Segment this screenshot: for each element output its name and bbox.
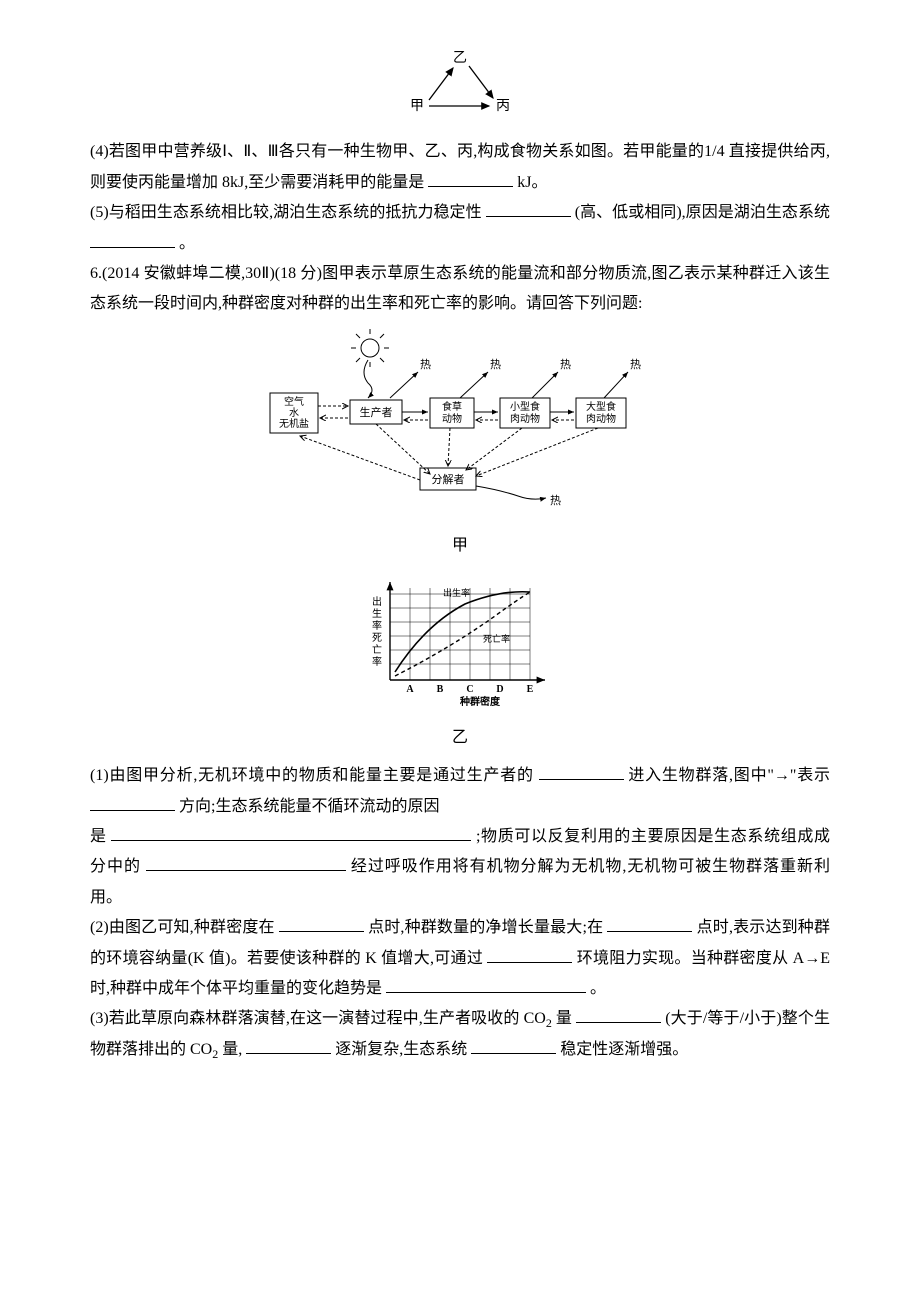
q5-blank-1[interactable]: [486, 199, 571, 217]
q63-a: (3)若此草原向森林群落演替,在这一演替过程中,生产者吸收的 CO: [90, 1010, 546, 1027]
box-herb-l2: 动物: [442, 412, 462, 425]
death-label: 死亡率: [483, 633, 510, 644]
q5-text-b: (高、低或相同),原因是湖泊生态系统: [575, 204, 830, 221]
box-c2-l1: 大型食: [586, 400, 616, 413]
ylab-1: 出: [372, 595, 382, 608]
yi-svg: 出 生 率 死 亡 率: [355, 570, 565, 710]
caption-yi: 乙: [90, 723, 830, 753]
q5-text-c: 。: [179, 235, 195, 252]
xt-E: E: [527, 684, 534, 695]
heat-3: 热: [560, 358, 571, 371]
box-c1-l1: 小型食: [510, 400, 540, 413]
q61-blank-1[interactable]: [539, 763, 624, 781]
xt-A: A: [406, 684, 414, 695]
node-right: 丙: [496, 99, 510, 114]
q63-d: 稳定性逐渐增强。: [560, 1041, 688, 1058]
box-producer: 生产者: [360, 405, 393, 419]
q5-blank-2[interactable]: [90, 230, 175, 248]
heat-4: 热: [630, 358, 641, 371]
q63-c: 逐渐复杂,生态系统: [335, 1041, 467, 1058]
xt-D: D: [496, 684, 503, 695]
heat-1: 热: [420, 358, 431, 371]
edge-top-right: [469, 66, 493, 98]
q63-blank-2[interactable]: [246, 1037, 331, 1055]
q62-b: 点时,种群数量的净增长量最大;在: [368, 919, 603, 936]
q61-d: 是: [90, 828, 107, 845]
ylab-6: 率: [372, 655, 382, 668]
q6-intro-text: 6.(2014 安徽蚌埠二模,30Ⅱ)(18 分)图甲表示草原生态系统的能量流和…: [90, 265, 830, 312]
question-4: (4)若图甲中营养级Ⅰ、Ⅱ、Ⅲ各只有一种生物甲、乙、丙,构成食物关系如图。若甲能…: [90, 137, 830, 198]
figure-jia: 热 热 热 热 空气 水 无机盐 生产者 食草 动物 小型食 肉动物 大型食 肉…: [90, 328, 830, 562]
q4-blank[interactable]: [428, 169, 513, 187]
q61-c: 方向;生态系统能量不循环流动的原因: [179, 798, 439, 815]
q61-blank-2[interactable]: [90, 793, 175, 811]
q62-blank-2[interactable]: [607, 914, 692, 932]
question-6-3: (3)若此草原向森林群落演替,在这一演替过程中,生产者吸收的 CO2 量 (大于…: [90, 1004, 830, 1066]
triangle-svg: 乙 甲 丙: [385, 48, 535, 118]
xt-B: B: [437, 684, 444, 695]
xlabel: 种群密度: [459, 695, 501, 708]
figure-yi: 出 生 率 死 亡 率: [90, 570, 830, 754]
q63-b2: 量,: [218, 1041, 242, 1058]
caption-jia: 甲: [90, 531, 830, 561]
ylab-5: 亡: [372, 643, 382, 656]
q61-a: (1)由图甲分析,无机环境中的物质和能量主要是通过生产者的: [90, 767, 534, 784]
heat-5: 热: [550, 494, 561, 507]
figure-triangle: 乙 甲 丙: [90, 48, 830, 129]
node-top: 乙: [453, 50, 467, 66]
q62-blank-4[interactable]: [386, 975, 586, 993]
q62-blank-3[interactable]: [487, 945, 572, 963]
q62-e: 。: [590, 980, 606, 997]
page: 乙 甲 丙 (4)若图甲中营养级Ⅰ、Ⅱ、Ⅲ各只有一种生物甲、乙、丙,构成食物关系…: [0, 0, 920, 1302]
node-left: 甲: [410, 99, 424, 114]
ylab-2: 生: [372, 607, 382, 620]
q62-blank-1[interactable]: [279, 914, 364, 932]
box-c1-l2: 肉动物: [510, 412, 540, 425]
q62-a: (2)由图乙可知,种群密度在: [90, 919, 275, 936]
birth-label: 出生率: [443, 587, 470, 598]
box-decomp: 分解者: [432, 472, 465, 486]
question-6-1: (1)由图甲分析,无机环境中的物质和能量主要是通过生产者的 进入生物群落,图中"…: [90, 761, 830, 913]
box-c2-l2: 肉动物: [586, 412, 616, 425]
res-water: 水: [289, 407, 299, 419]
ylab-4: 死: [372, 633, 382, 644]
xt-C: C: [466, 684, 473, 695]
edge-left-top: [429, 68, 453, 100]
q63-blank-1[interactable]: [576, 1006, 661, 1024]
heat-2: 热: [490, 358, 501, 371]
q5-text-a: (5)与稻田生态系统相比较,湖泊生态系统的抵抗力稳定性: [90, 204, 482, 221]
box-herb-l1: 食草: [442, 400, 462, 413]
q63-blank-3[interactable]: [471, 1037, 556, 1055]
question-5: (5)与稻田生态系统相比较,湖泊生态系统的抵抗力稳定性 (高、低或相同),原因是…: [90, 198, 830, 259]
q4-text-b: kJ。: [517, 174, 547, 191]
res-air: 空气: [284, 395, 304, 408]
q61-blank-4[interactable]: [146, 854, 346, 872]
jia-svg: 热 热 热 热 空气 水 无机盐 生产者 食草 动物 小型食 肉动物 大型食 肉…: [250, 328, 670, 518]
q61-b: 进入生物群落,图中"→"表示: [628, 767, 830, 784]
q61-blank-3[interactable]: [111, 823, 471, 841]
ylab-3: 率: [372, 619, 382, 632]
q63-a2: 量: [552, 1010, 572, 1027]
question-6-2: (2)由图乙可知,种群密度在 点时,种群数量的净增长量最大;在 点时,表示达到种…: [90, 913, 830, 1004]
res-salt: 无机盐: [279, 417, 309, 430]
question-6-intro: 6.(2014 安徽蚌埠二模,30Ⅱ)(18 分)图甲表示草原生态系统的能量流和…: [90, 259, 830, 320]
